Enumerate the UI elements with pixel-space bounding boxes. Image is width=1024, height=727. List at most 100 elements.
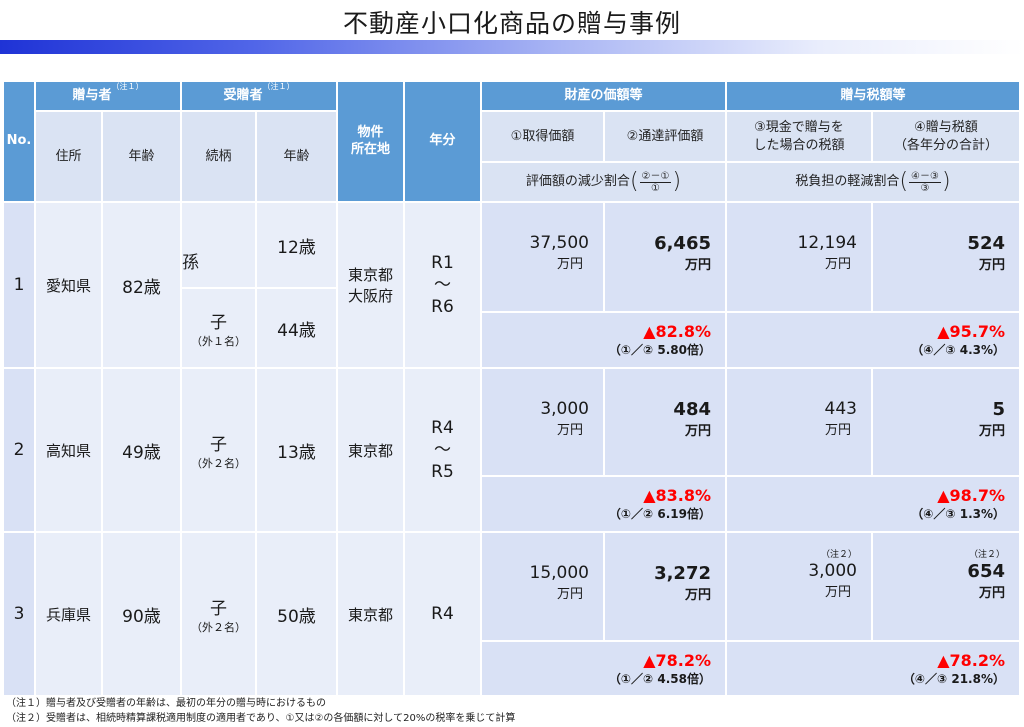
receiver-relation-sub: （外１名） <box>191 334 246 348</box>
row-years-value: R4 ～ R5 <box>431 417 454 483</box>
acquisition-price: 37,500 万円 <box>482 203 603 311</box>
gift-tax-note: （注２） <box>968 550 1005 560</box>
header-tax-reduction: 税負担の軽減割合(④－③ ③) <box>727 163 1019 201</box>
tax-reduction-rate: ▲98.7% （④／③ 1.3%） <box>727 477 1019 531</box>
gift-tax: （注２） 654 万円 <box>873 533 1019 640</box>
row-no-value: 3 <box>13 604 25 624</box>
appraised-value-unit: 万円 <box>684 258 711 273</box>
row-giver-age-value: 49歳 <box>122 442 161 463</box>
header-tax-reduction-label: 税負担の軽減割合 <box>795 174 900 190</box>
gift-tax-value: 5 <box>992 399 1005 420</box>
reduction-rate: ▲78.2% （①／② 4.58倍） <box>482 642 725 695</box>
header-col3-label: ③現金で贈与を した場合の税額 <box>753 119 845 153</box>
header-reduction-fraction: ②－① ① <box>639 171 672 194</box>
tax-reduction-rate-sub: （④／③ 4.3%） <box>911 343 1005 357</box>
row-no: 2 <box>4 369 34 531</box>
row-no-value: 2 <box>13 440 25 460</box>
row-giver-age-value: 90歳 <box>122 606 161 627</box>
header-col3: ③現金で贈与を した場合の税額 <box>727 112 871 161</box>
header-col2: ②通達評価額 <box>605 112 725 161</box>
row-location-value: 東京都 <box>347 441 393 460</box>
header-asset-value: 財産の価額等 <box>482 82 725 110</box>
gift-tax: 524 万円 <box>873 203 1019 311</box>
row-address: 兵庫県 <box>36 533 101 695</box>
row-no: 1 <box>4 203 34 367</box>
header-location-label: 物件 所在地 <box>350 124 390 157</box>
acquisition-price-value: 15,000 <box>529 563 589 583</box>
header-no-label: No. <box>6 133 32 149</box>
paren-close: ) <box>941 169 951 195</box>
row-location: 東京都 大阪府 <box>338 203 403 367</box>
receiver-age: 12歳 <box>257 203 336 287</box>
cash-gift-tax-unit: 万円 <box>824 423 851 438</box>
receiver-relation-value: 子 <box>210 434 227 455</box>
header-reduction-label: 評価額の減少割合 <box>525 174 630 190</box>
header-years-label: 年分 <box>429 133 456 149</box>
reduction-rate-sub: （①／② 4.58倍） <box>608 671 711 686</box>
header-tax-amount: 贈与税額等 <box>727 82 1019 110</box>
row-location: 東京都 <box>338 533 403 695</box>
row-no-value: 1 <box>13 275 25 295</box>
acquisition-price-value: 37,500 <box>529 233 589 253</box>
header-receiver: 受贈者 （注１） <box>182 82 336 110</box>
acquisition-price: 15,000 万円 <box>482 533 603 640</box>
gift-tax-value: 524 <box>967 233 1005 254</box>
appraised-value-value: 6,465 <box>654 233 711 254</box>
cash-gift-tax-value: 443 <box>824 399 857 419</box>
header-reduction-formula: 評価額の減少割合(②－① ①) <box>526 167 681 197</box>
row-years-value: R1 ～ R6 <box>431 252 454 318</box>
cash-gift-tax: 12,194 万円 <box>727 203 871 311</box>
acquisition-price-unit: 万円 <box>556 257 583 272</box>
receiver-age: 50歳 <box>257 533 336 695</box>
header-address: 住所 <box>36 112 101 201</box>
receiver-age-value: 12歳 <box>277 238 316 258</box>
header-giver-note: （注１） <box>111 82 144 91</box>
appraised-value-unit: 万円 <box>684 424 711 439</box>
reduction-rate-value: ▲78.2% <box>643 650 711 670</box>
receiver-relation-value: 孫 <box>182 252 199 273</box>
gift-tax-unit: 万円 <box>978 586 1005 601</box>
tax-reduction-rate-value: ▲98.7% <box>937 486 1005 505</box>
row-address-value: 兵庫県 <box>45 605 91 624</box>
header-giver: 贈与者 （注１） <box>36 82 180 110</box>
note-1: （注１）贈与者及び受贈者の年齢は、最初の年分の贈与時におけるもの <box>6 698 326 709</box>
header-giver-age: 年齢 <box>103 112 180 201</box>
paren-open: ( <box>629 169 639 195</box>
row-location-value: 東京都 大阪府 <box>347 266 393 305</box>
paren-close: ) <box>672 169 682 195</box>
tax-reduction-rate: ▲95.7% （④／③ 4.3%） <box>727 313 1019 367</box>
page-title: 不動産小口化商品の贈与事例 <box>342 9 681 38</box>
gift-tax-value: 654 <box>967 561 1005 582</box>
receiver-relation: 孫 <box>182 203 255 287</box>
receiver-age-value: 50歳 <box>277 606 316 627</box>
header-address-label: 住所 <box>55 148 82 164</box>
header-giver-age-label: 年齢 <box>128 148 155 164</box>
header-receiver-label: 受贈者 <box>223 87 263 103</box>
header-col4: ④贈与税額 （各年分の合計） <box>873 112 1019 161</box>
tax-reduction-rate-value: ▲95.7% <box>937 322 1005 341</box>
appraised-value-unit: 万円 <box>684 588 711 603</box>
header-col1: ①取得価額 <box>482 112 603 161</box>
cash-gift-tax: 443 万円 <box>727 369 871 475</box>
receiver-age-value: 13歳 <box>277 442 316 463</box>
receiver-relation-sub: （外２名） <box>191 620 246 634</box>
title-gradient-bar <box>0 40 1024 54</box>
header-col4-label: ④贈与税額 （各年分の合計） <box>893 119 998 153</box>
row-giver-age-value: 82歳 <box>122 277 161 298</box>
header-col2-label: ②通達評価額 <box>626 128 704 144</box>
acquisition-price-unit: 万円 <box>556 423 583 438</box>
appraised-value: 6,465 万円 <box>605 203 725 311</box>
tax-reduction-rate-sub: （④／③ 21.8%） <box>902 671 1005 686</box>
header-receiver-age: 年齢 <box>257 112 336 201</box>
receiver-relation: 子（外２名） <box>182 533 255 695</box>
tax-reduction-rate: ▲78.2% （④／③ 21.8%） <box>727 642 1019 695</box>
header-receiver-age-label: 年齢 <box>283 148 310 164</box>
note-2: （注２）受贈者は、相続時精算課税適用制度の適用者であり、①又は②の各価額に対して… <box>6 713 516 724</box>
tax-reduction-rate-sub: （④／③ 1.3%） <box>911 507 1005 521</box>
header-relation-label: 続柄 <box>205 148 232 164</box>
cash-gift-tax-value: 12,194 <box>797 233 857 253</box>
receiver-relation: 子（外２名） <box>182 369 255 531</box>
receiver-age: 13歳 <box>257 369 336 531</box>
row-location-value: 東京都 <box>347 605 393 624</box>
cash-gift-tax: （注２） 3,000 万円 <box>727 533 871 640</box>
